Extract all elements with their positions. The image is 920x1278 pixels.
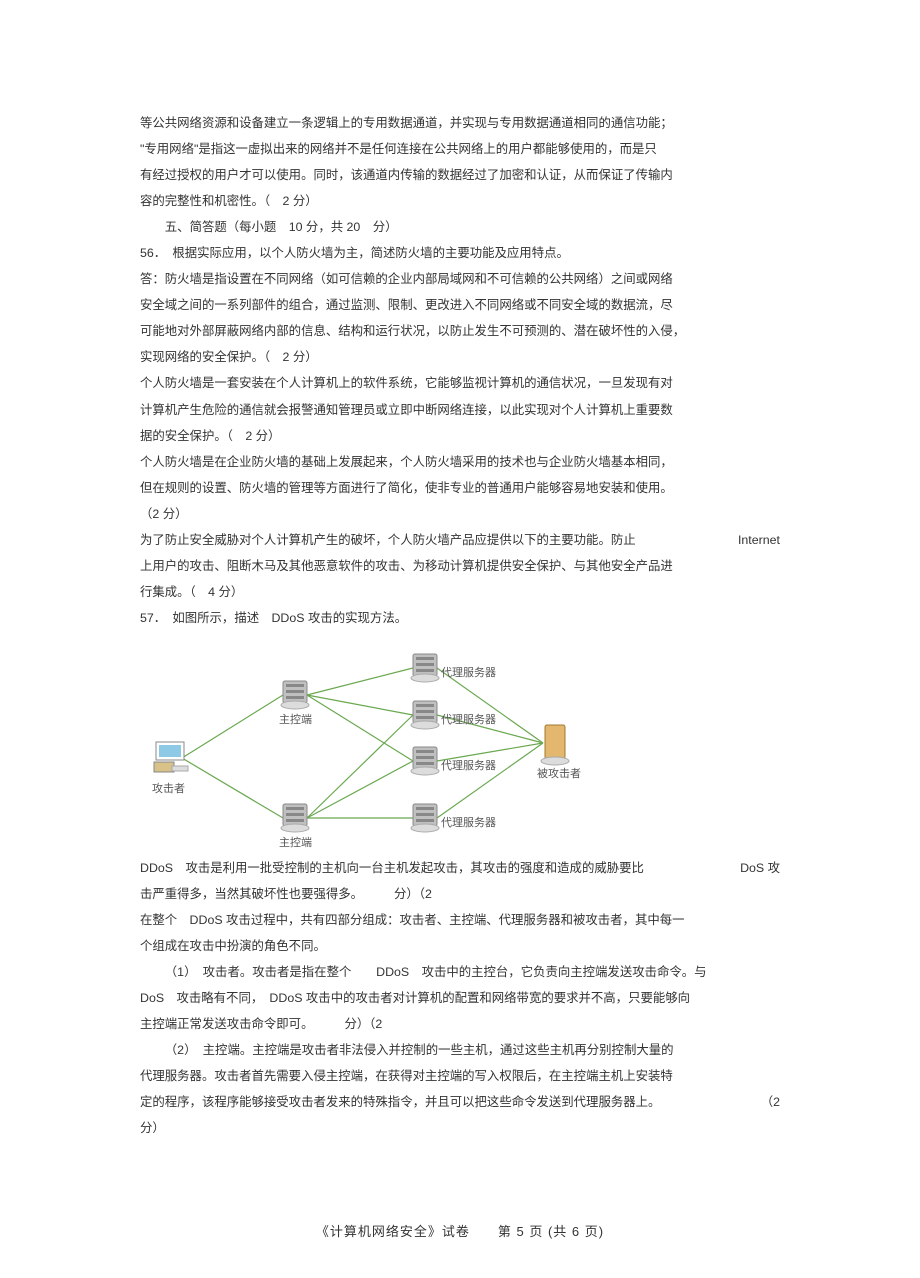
page-footer: 《计算机网络安全》试卷 第 5 页 (共 6 页) [0,1221,920,1240]
body-text: 有经过授权的用户才可以使用。同时，该通道内传输的数据经过了加密和认证，从而保证了… [140,162,780,188]
answer-text: 上用户的攻击、阻断木马及其他恶意软件的攻击、为移动计算机提供安全保护、与其他安全… [140,553,780,579]
diagram-svg [140,643,600,843]
answer-text: 定的程序，该程序能够接受攻击者发来的特殊指令，并且可以把这些命令发送到代理服务器… [140,1089,780,1115]
answer-text: 据的安全保护。（ 2 分） [140,423,780,449]
answer-text: 个组成在攻击中扮演的角色不同。 [140,933,780,959]
diagram-label: 代理服务器 [441,755,496,778]
body-text: "专用网络"是指这一虚拟出来的网络并不是任何连接在公共网络上的用户都能够使用的，… [140,136,780,162]
answer-text: 代理服务器。攻击者首先需要入侵主控端，在获得对主控端的写入权限后，在主控端主机上… [140,1063,780,1089]
diagram-label: 代理服务器 [441,662,496,685]
answer-text: （2 分） [140,501,780,527]
answer-text: （1） 攻击者。攻击者是指在整个 DDoS 攻击中的主控台，它负责向主控端发送攻… [140,959,780,985]
question-57: 57． 如图所示，描述 DDoS 攻击的实现方法。 [140,605,780,631]
answer-text: 主控端正常发送攻击命令即可。 分）（2 [140,1011,780,1037]
diagram-node-attacker [154,742,188,772]
body-content: 等公共网络资源和设备建立一条逻辑上的专用数据通道，并实现与专用数据通道相同的通信… [140,110,780,1141]
answer-text: 可能地对外部屏蔽网络内部的信息、结构和运行状况，以防止发生不可预测的、潜在破坏性… [140,318,780,344]
answer-text: 为了防止安全威胁对个人计算机产生的破坏，个人防火墙产品应提供以下的主要功能。防止… [140,527,780,553]
answer-text: 分） [140,1115,780,1141]
answer-text: 安全域之间的一系列部件的组合，通过监测、限制、更改进入不同网络或不同安全域的数据… [140,292,780,318]
answer-text: 行集成。（ 4 分） [140,579,780,605]
answer-text-left: 为了防止安全威胁对个人计算机产生的破坏，个人防火墙产品应提供以下的主要功能。防止 [140,527,636,553]
diagram-node-victim [541,725,569,765]
answer-text: 个人防火墙是在企业防火墙的基础上发展起来，个人防火墙采用的技术也与企业防火墙基本… [140,449,780,475]
answer-text-left: DDoS 攻击是利用一批受控制的主机向一台主机发起攻击，其攻击的强度和造成的威胁… [140,855,644,881]
body-text: 等公共网络资源和设备建立一条逻辑上的专用数据通道，并实现与专用数据通道相同的通信… [140,110,780,136]
answer-text: （2） 主控端。主控端是攻击者非法侵入并控制的一些主机，通过这些主机再分别控制大… [140,1037,780,1063]
diagram-node-proxy2 [411,701,439,729]
diagram-node-ctrl1 [281,681,309,709]
answer-text: 实现网络的安全保护。（ 2 分） [140,344,780,370]
section-title: 五、简答题（每小题 10 分，共 20 分） [140,214,780,240]
answer-text-left: 定的程序，该程序能够接受攻击者发来的特殊指令，并且可以把这些命令发送到代理服务器… [140,1089,660,1115]
diagram-label: 被攻击者 [537,763,581,786]
diagram-node-proxy4 [411,804,439,832]
answer-text: 在整个 DDoS 攻击过程中，共有四部分组成：攻击者、主控端、代理服务器和被攻击… [140,907,780,933]
body-text: 容的完整性和机密性。（ 2 分） [140,188,780,214]
answer-text: 答：防火墙是指设置在不同网络（如可信赖的企业内部局域网和不可信赖的公共网络）之间… [140,266,780,292]
diagram-label: 主控端 [279,709,312,732]
answer-text: DDoS 攻击是利用一批受控制的主机向一台主机发起攻击，其攻击的强度和造成的威胁… [140,855,780,881]
answer-text: 击严重得多，当然其破坏性也要强得多。 分）（2 [140,881,780,907]
question-56: 56． 根据实际应用，以个人防火墙为主，简述防火墙的主要功能及应用特点。 [140,240,780,266]
diagram-label: 代理服务器 [441,812,496,835]
answer-text-right: （2 [761,1089,780,1115]
diagram-node-proxy1 [411,654,439,682]
answer-text: DoS 攻击略有不同， DDoS 攻击中的攻击者对计算机的配置和网络带宽的要求并… [140,985,780,1011]
answer-text-right: Internet [738,527,780,553]
answer-text-right: DoS 攻 [740,855,780,881]
diagram-label: 攻击者 [152,778,185,801]
ddos-diagram: 攻击者主控端主控端代理服务器代理服务器代理服务器代理服务器被攻击者 [140,643,600,843]
answer-text: 计算机产生危险的通信就会报警通知管理员或立即中断网络连接，以此实现对个人计算机上… [140,397,780,423]
answer-text: 但在规则的设置、防火墙的管理等方面进行了简化，使非专业的普通用户能够容易地安装和… [140,475,780,501]
document-page: 等公共网络资源和设备建立一条逻辑上的专用数据通道，并实现与专用数据通道相同的通信… [0,0,920,1278]
diagram-node-proxy3 [411,747,439,775]
diagram-label: 代理服务器 [441,709,496,732]
diagram-label: 主控端 [279,832,312,855]
diagram-node-ctrl2 [281,804,309,832]
answer-text: 个人防火墙是一套安装在个人计算机上的软件系统，它能够监视计算机的通信状况，一旦发… [140,370,780,396]
